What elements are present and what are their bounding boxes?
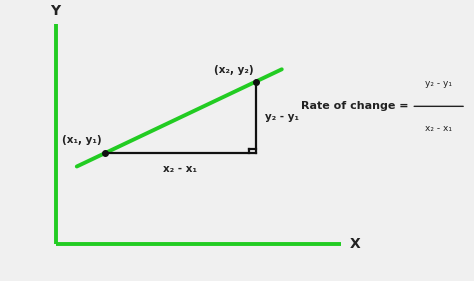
Text: Rate of change =: Rate of change = — [301, 101, 412, 111]
Text: x₂ - x₁: x₂ - x₁ — [425, 124, 452, 133]
Text: Y: Y — [51, 4, 61, 18]
Text: y₂ - y₁: y₂ - y₁ — [425, 80, 452, 89]
Text: y₂ - y₁: y₂ - y₁ — [265, 112, 299, 122]
Text: X: X — [350, 237, 361, 251]
Text: (x₂, y₂): (x₂, y₂) — [214, 65, 254, 75]
Text: x₂ - x₁: x₂ - x₁ — [164, 164, 198, 174]
Text: (x₁, y₁): (x₁, y₁) — [62, 135, 101, 145]
